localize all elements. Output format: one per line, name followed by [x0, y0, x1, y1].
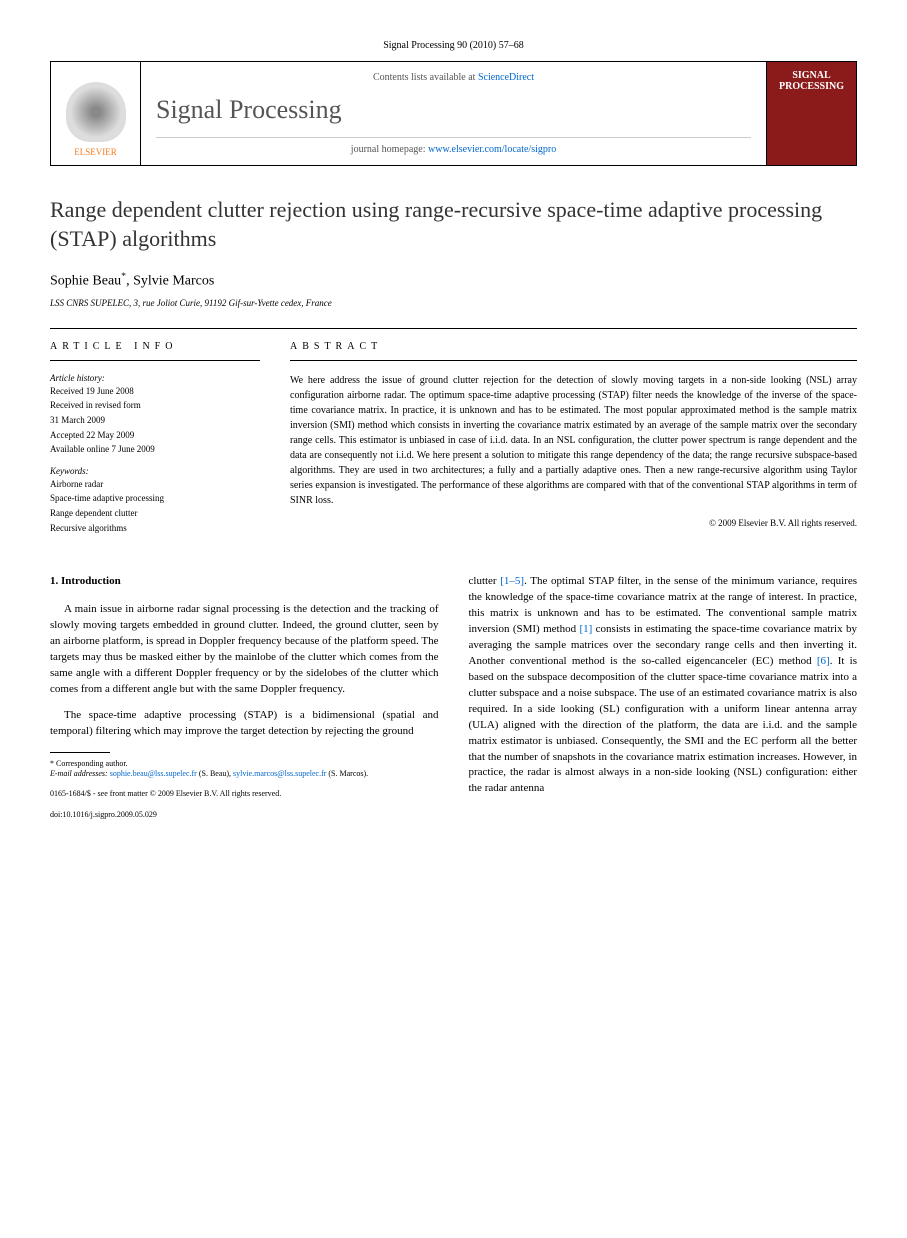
keyword-1: Airborne radar — [50, 478, 260, 491]
article-info-header: ARTICLE INFO — [50, 341, 260, 361]
keyword-3: Range dependent clutter — [50, 507, 260, 520]
doi-line: doi:10.1016/j.sigpro.2009.05.029 — [50, 810, 439, 820]
journal-header-box: ELSEVIER Contents lists available at Sci… — [50, 61, 857, 166]
journal-header-center: Contents lists available at ScienceDirec… — [141, 62, 766, 165]
online-date: Available online 7 June 2009 — [50, 443, 260, 456]
author-sep: , — [126, 274, 133, 289]
info-abstract-row: ARTICLE INFO Article history: Received 1… — [50, 328, 857, 544]
article-title: Range dependent clutter rejection using … — [50, 196, 857, 253]
journal-name: Signal Processing — [156, 95, 751, 125]
p3-a: clutter — [469, 575, 501, 587]
history-head: Article history: — [50, 373, 260, 383]
abstract-panel: ABSTRACT We here address the issue of gr… — [290, 329, 857, 544]
journal-cover-thumbnail: SIGNAL PROCESSING — [766, 62, 856, 165]
corresponding-author-footnote: * Corresponding author. — [50, 759, 439, 769]
accepted-date: Accepted 22 May 2009 — [50, 429, 260, 442]
keywords-block: Keywords: Airborne radar Space-time adap… — [50, 466, 260, 534]
elsevier-tree-icon — [66, 82, 126, 142]
p3-d: . It is based on the subspace decomposit… — [469, 655, 858, 795]
publisher-logo-cell: ELSEVIER — [51, 62, 141, 165]
column-left: 1. Introduction A main issue in airborne… — [50, 574, 439, 820]
citation-1[interactable]: [1] — [579, 623, 592, 635]
footnote-separator — [50, 752, 110, 753]
email1-who: (S. Beau), — [197, 769, 231, 778]
body-columns: 1. Introduction A main issue in airborne… — [50, 574, 857, 820]
article-history-block: Article history: Received 19 June 2008 R… — [50, 373, 260, 456]
keyword-2: Space-time adaptive processing — [50, 492, 260, 505]
email-label: E-mail addresses: — [50, 769, 110, 778]
journal-homepage-line: journal homepage: www.elsevier.com/locat… — [156, 137, 751, 155]
column-right: clutter [1–5]. The optimal STAP filter, … — [469, 574, 858, 820]
contents-prefix: Contents lists available at — [373, 72, 478, 83]
cover-title: SIGNAL PROCESSING — [771, 70, 852, 92]
contents-available-line: Contents lists available at ScienceDirec… — [156, 72, 751, 83]
issn-front-matter: 0165-1684/$ - see front matter © 2009 El… — [50, 789, 439, 799]
received-date: Received 19 June 2008 — [50, 385, 260, 398]
homepage-prefix: journal homepage: — [351, 144, 428, 155]
article-info-panel: ARTICLE INFO Article history: Received 1… — [50, 329, 260, 544]
citation-6[interactable]: [6] — [817, 655, 830, 667]
section-number: 1. — [50, 575, 58, 587]
citation-1-5[interactable]: [1–5] — [500, 575, 524, 587]
keyword-4: Recursive algorithms — [50, 522, 260, 535]
intro-paragraph-1: A main issue in airborne radar signal pr… — [50, 602, 439, 698]
top-citation: Signal Processing 90 (2010) 57–68 — [50, 40, 857, 51]
author-1: Sophie Beau — [50, 274, 121, 289]
publisher-label: ELSEVIER — [74, 147, 117, 157]
section-title: Introduction — [61, 575, 121, 587]
email-footnote: E-mail addresses: sophie.beau@lss.supele… — [50, 769, 439, 779]
author-2: Sylvie Marcos — [133, 274, 214, 289]
email2-who: (S. Marcos). — [326, 769, 368, 778]
intro-paragraph-2: The space-time adaptive processing (STAP… — [50, 708, 439, 740]
abstract-copyright: © 2009 Elsevier B.V. All rights reserved… — [290, 518, 857, 528]
email-link-2[interactable]: sylvie.marcos@lss.supelec.fr — [233, 769, 326, 778]
abstract-text: We here address the issue of ground clut… — [290, 373, 857, 508]
keywords-head: Keywords: — [50, 466, 260, 476]
author-list: Sophie Beau*, Sylvie Marcos — [50, 271, 857, 290]
affiliation: LSS CNRS SUPELEC, 3, rue Joliot Curie, 9… — [50, 298, 857, 308]
journal-homepage-link[interactable]: www.elsevier.com/locate/sigpro — [428, 144, 556, 155]
revised-line2: 31 March 2009 — [50, 414, 260, 427]
intro-paragraph-3: clutter [1–5]. The optimal STAP filter, … — [469, 574, 858, 797]
abstract-header: ABSTRACT — [290, 341, 857, 361]
revised-line1: Received in revised form — [50, 399, 260, 412]
section-1-heading: 1. Introduction — [50, 574, 439, 590]
email-link-1[interactable]: sophie.beau@lss.supelec.fr — [110, 769, 197, 778]
sciencedirect-link[interactable]: ScienceDirect — [478, 72, 534, 83]
